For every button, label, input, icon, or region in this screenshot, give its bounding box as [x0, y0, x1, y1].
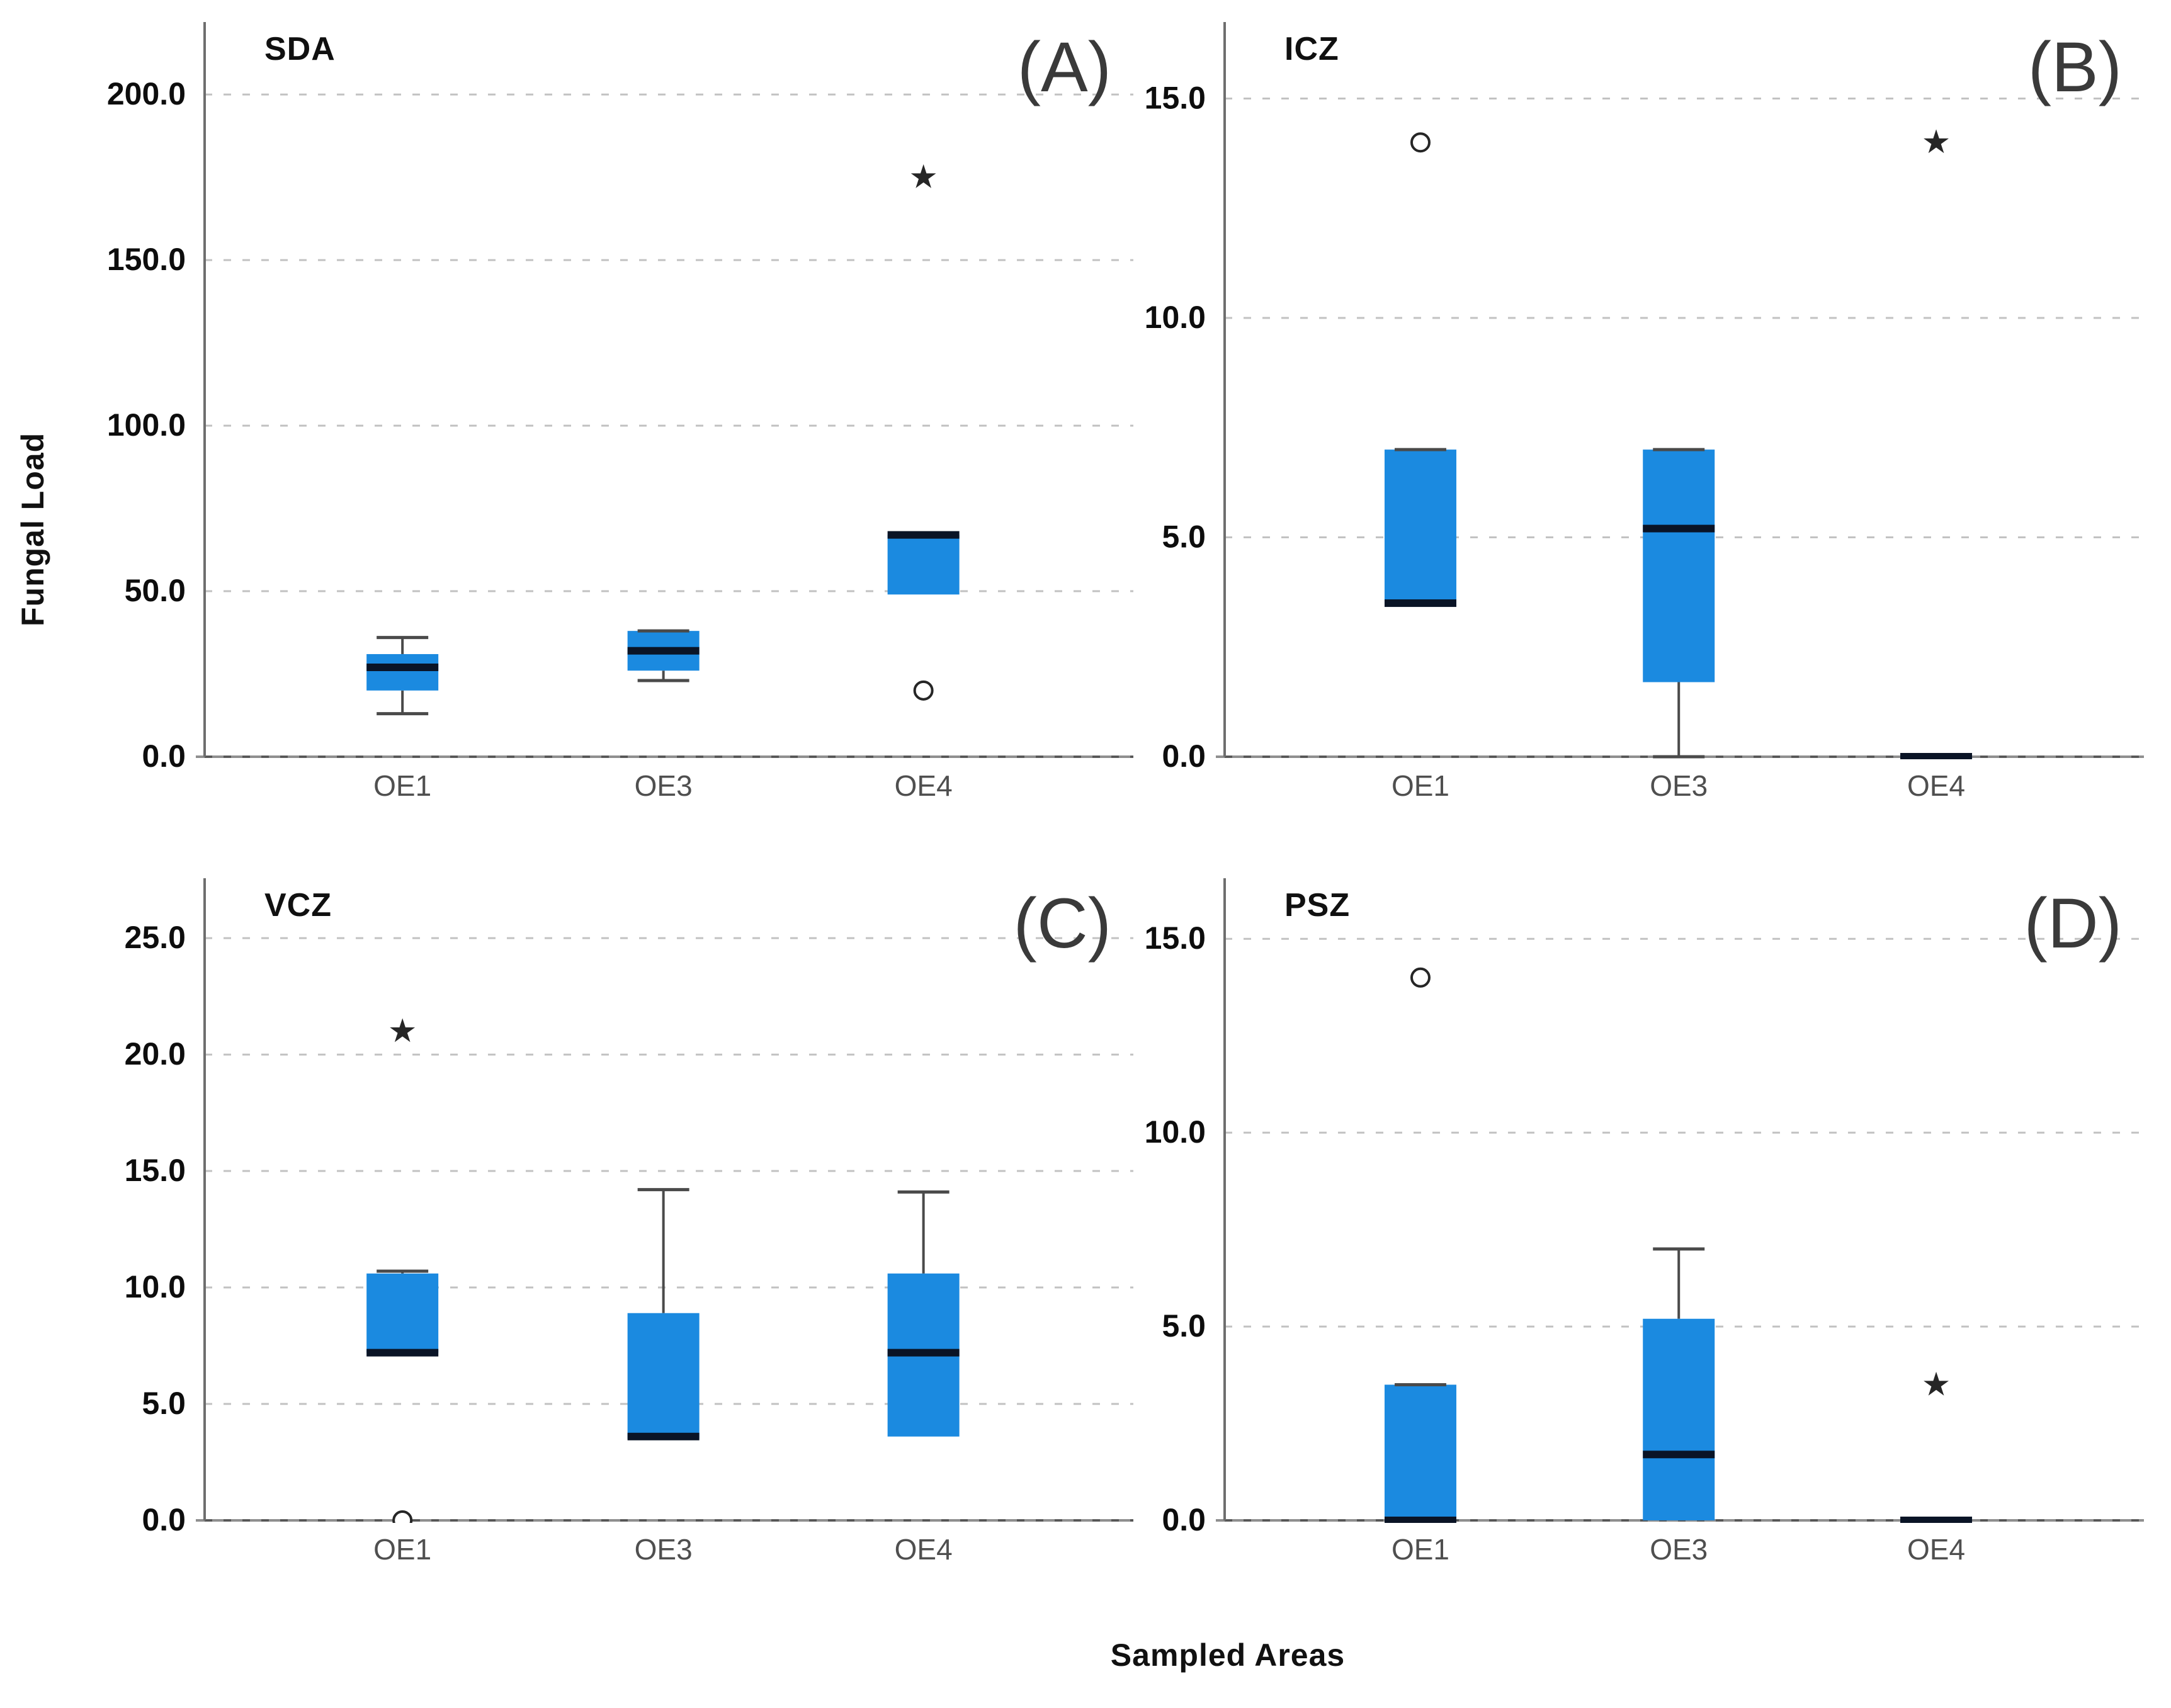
y-tick-label: 0.0	[142, 738, 186, 774]
panel-letter: (D)	[2024, 884, 2122, 963]
median-line	[366, 1349, 439, 1357]
y-tick-label: 15.0	[125, 1153, 186, 1188]
x-tick-label: OE1	[373, 769, 431, 802]
box	[1384, 450, 1456, 604]
y-tick-label: 10.0	[1145, 300, 1206, 335]
extreme-star: ★	[388, 1013, 417, 1049]
x-tick-label: OE1	[373, 1533, 431, 1566]
box	[1643, 1318, 1715, 1520]
boxplot-svg-sda: 0.0 50.0 100.0 150.0 200.0 ★ OE1 OE3 OE4 SDA (A)	[107, 22, 1133, 802]
median-line	[1900, 753, 1973, 759]
x-tick-label: OE3	[635, 769, 693, 802]
median-line	[627, 1432, 700, 1440]
median-line	[1384, 599, 1456, 608]
extreme-star: ★	[1922, 1366, 1951, 1403]
y-tick-label: 5.0	[1162, 519, 1206, 555]
panel-title: VCZ	[264, 887, 332, 924]
median-line	[1643, 524, 1715, 533]
y-tick-label: 25.0	[125, 920, 186, 955]
boxplot-svg-vcz: 0.0 5.0 10.0 15.0 20.0 25.0 ★ OE1 OE3 OE4 VCZ (C)	[125, 878, 1133, 1566]
extreme-star: ★	[1922, 124, 1951, 161]
panel-c-vcz: 0.0 5.0 10.0 15.0 20.0 25.0 ★ OE1 OE3 OE4 VCZ (C)	[88, 856, 1152, 1609]
x-axis-label: Sampled Areas	[1110, 1637, 1346, 1673]
extreme-star: ★	[909, 159, 938, 196]
y-tick-label: 100.0	[107, 407, 186, 443]
box	[1384, 1384, 1456, 1520]
panel-b-icz: 0.0 5.0 10.0 15.0 ★ OE1 OE3 OE4 ICZ (B)	[1118, 0, 2163, 834]
panel-title: SDA	[264, 31, 336, 67]
panel-d-psz: 0.0 5.0 10.0 15.0 ★ OE1 OE3 OE4 PSZ (D)	[1118, 856, 2163, 1609]
median-line	[887, 531, 960, 539]
x-tick-label: OE3	[1650, 1533, 1708, 1566]
outlier-circle	[392, 1510, 413, 1523]
y-tick-label: 50.0	[125, 573, 186, 608]
median-line	[627, 647, 700, 655]
y-tick-label: 15.0	[1145, 920, 1206, 956]
box	[366, 1273, 439, 1353]
y-tick-label: 0.0	[1162, 1502, 1206, 1537]
x-tick-label: OE4	[1907, 769, 1965, 802]
x-tick-label: OE4	[895, 769, 953, 802]
median-line	[1384, 1517, 1456, 1523]
y-tick-label: 150.0	[107, 242, 186, 277]
boxplot-svg-psz: 0.0 5.0 10.0 15.0 ★ OE1 OE3 OE4 PSZ (D)	[1145, 878, 2144, 1566]
box	[627, 1313, 700, 1439]
median-line	[887, 1349, 960, 1357]
median-line	[366, 664, 439, 672]
box	[887, 534, 960, 595]
panel-title: ICZ	[1284, 31, 1339, 67]
boxplot-svg-icz: 0.0 5.0 10.0 15.0 ★ OE1 OE3 OE4 ICZ (B)	[1145, 22, 2144, 802]
x-tick-label: OE1	[1392, 1533, 1449, 1566]
x-tick-label: OE1	[1392, 769, 1449, 802]
y-tick-label: 10.0	[1145, 1114, 1206, 1150]
outlier-circle	[1410, 132, 1431, 153]
x-tick-label: OE4	[1907, 1533, 1965, 1566]
outlier-circle	[1410, 967, 1431, 988]
box	[1643, 450, 1715, 682]
y-tick-label: 200.0	[107, 76, 186, 111]
box	[366, 653, 439, 691]
y-tick-label: 5.0	[142, 1386, 186, 1421]
y-tick-label: 5.0	[1162, 1308, 1206, 1343]
panel-title: PSZ	[1284, 887, 1350, 924]
median-line	[1900, 1517, 1973, 1523]
y-tick-label: 15.0	[1145, 81, 1206, 116]
y-tick-label: 10.0	[125, 1269, 186, 1304]
outlier-circle	[913, 680, 934, 701]
y-tick-label: 20.0	[125, 1036, 186, 1072]
panel-a-sda: 0.0 50.0 100.0 150.0 200.0 ★ OE1 OE3 OE4 SDA (A)	[88, 0, 1152, 834]
panel-letter: (A)	[1017, 28, 1111, 106]
panel-letter: (C)	[1014, 884, 1111, 963]
panel-letter: (B)	[2028, 28, 2122, 106]
x-tick-label: OE3	[635, 1533, 693, 1566]
y-tick-label: 0.0	[142, 1502, 186, 1537]
y-tick-label: 0.0	[1162, 738, 1206, 774]
median-line	[1643, 1451, 1715, 1459]
x-tick-label: OE3	[1650, 769, 1708, 802]
x-tick-label: OE4	[895, 1533, 953, 1566]
